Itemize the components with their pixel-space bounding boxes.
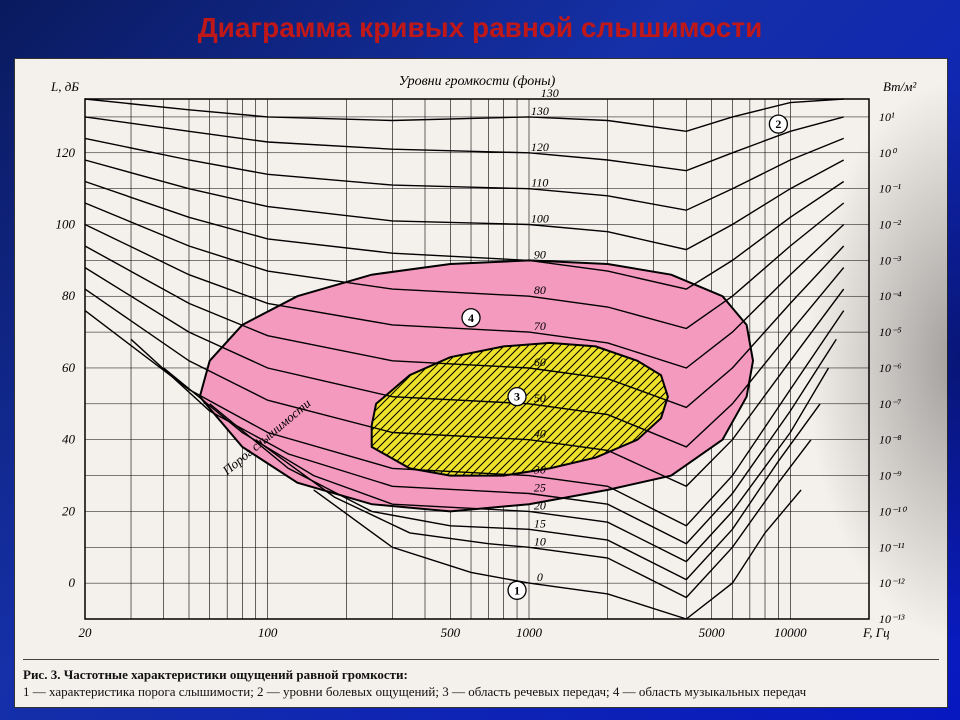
svg-text:100: 100	[56, 217, 76, 232]
svg-text:10: 10	[534, 534, 546, 548]
svg-text:60: 60	[62, 360, 76, 375]
svg-text:10⁻¹⁰: 10⁻¹⁰	[879, 504, 908, 518]
svg-text:F, Гц: F, Гц	[862, 625, 890, 640]
svg-text:10⁻²: 10⁻²	[879, 218, 901, 232]
svg-text:10⁻⁹: 10⁻⁹	[879, 469, 902, 483]
svg-text:10⁻⁷: 10⁻⁷	[879, 397, 902, 411]
svg-text:0: 0	[537, 570, 543, 584]
svg-text:10⁻¹²: 10⁻¹²	[879, 576, 905, 590]
svg-text:70: 70	[534, 319, 546, 333]
equal-loudness-figure: 130120110100908070605040302520151001234П…	[14, 58, 948, 708]
svg-text:Уровни громкости (фоны): Уровни громкости (фоны)	[399, 74, 556, 89]
caption-body: 1 — характеристика порога слышимости; 2 …	[23, 684, 806, 699]
svg-text:10⁻⁵: 10⁻⁵	[879, 325, 902, 339]
svg-text:4: 4	[468, 311, 474, 325]
chart-svg: 130120110100908070605040302520151001234П…	[15, 59, 947, 659]
svg-text:20: 20	[79, 625, 93, 640]
svg-text:110: 110	[531, 176, 548, 190]
svg-text:130: 130	[541, 86, 559, 100]
svg-text:L, дБ: L, дБ	[50, 79, 79, 94]
svg-text:20: 20	[534, 498, 546, 512]
svg-text:2: 2	[775, 117, 781, 131]
svg-text:1: 1	[514, 583, 520, 597]
caption-strong: Рис. 3. Частотные характеристики ощущени…	[23, 667, 408, 682]
svg-text:10⁻⁴: 10⁻⁴	[879, 289, 902, 303]
svg-text:10⁻¹³: 10⁻¹³	[879, 612, 905, 626]
svg-text:10⁻³: 10⁻³	[879, 253, 901, 267]
svg-text:Вт/м²: Вт/м²	[883, 79, 917, 94]
svg-text:80: 80	[62, 288, 76, 303]
svg-text:20: 20	[62, 503, 76, 518]
svg-text:5000: 5000	[699, 625, 726, 640]
svg-text:50: 50	[534, 391, 546, 405]
svg-text:10000: 10000	[774, 625, 807, 640]
svg-text:1000: 1000	[516, 625, 543, 640]
svg-text:60: 60	[534, 355, 546, 369]
svg-text:25: 25	[534, 480, 546, 494]
svg-text:10⁻⁸: 10⁻⁸	[879, 433, 902, 447]
svg-text:500: 500	[441, 625, 461, 640]
svg-text:3: 3	[514, 390, 520, 404]
svg-text:10⁻¹: 10⁻¹	[879, 182, 901, 196]
svg-text:10⁻¹¹: 10⁻¹¹	[879, 540, 905, 554]
svg-text:100: 100	[258, 625, 278, 640]
svg-text:120: 120	[531, 140, 549, 154]
slide: Диаграмма кривых равной слышимости 13012…	[0, 0, 960, 720]
svg-text:130: 130	[531, 104, 549, 118]
svg-text:90: 90	[534, 247, 546, 261]
svg-text:40: 40	[62, 432, 76, 447]
svg-text:10⁰: 10⁰	[879, 146, 898, 160]
svg-text:40: 40	[534, 427, 546, 441]
page-title: Диаграмма кривых равной слышимости	[0, 12, 960, 44]
svg-text:10⁻⁶: 10⁻⁶	[879, 361, 902, 375]
svg-text:30: 30	[533, 463, 546, 477]
svg-text:15: 15	[534, 516, 546, 530]
svg-text:10¹: 10¹	[879, 110, 895, 124]
figure-caption: Рис. 3. Частотные характеристики ощущени…	[23, 659, 939, 701]
svg-text:120: 120	[56, 145, 76, 160]
svg-text:80: 80	[534, 283, 546, 297]
svg-text:0: 0	[69, 575, 76, 590]
svg-text:100: 100	[531, 212, 549, 226]
